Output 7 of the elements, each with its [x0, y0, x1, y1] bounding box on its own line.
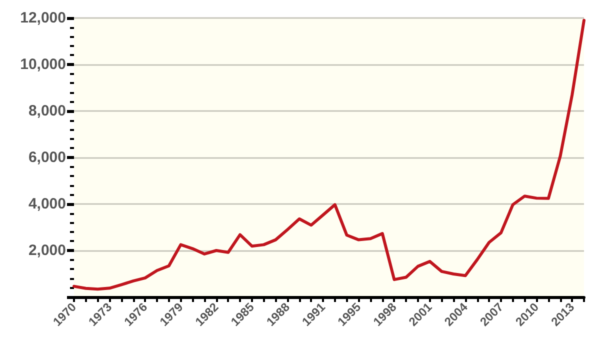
y-tick-label: 8,000 [28, 102, 66, 120]
y-tick-label: 4,000 [28, 196, 66, 212]
y-tick-label: 2,000 [28, 242, 66, 259]
line-series [72, 18, 586, 291]
y-tick-label: 6,000 [28, 149, 66, 166]
y-tick-label: 12,000 [20, 10, 66, 26]
y-tick-label: 10,000 [20, 56, 66, 73]
